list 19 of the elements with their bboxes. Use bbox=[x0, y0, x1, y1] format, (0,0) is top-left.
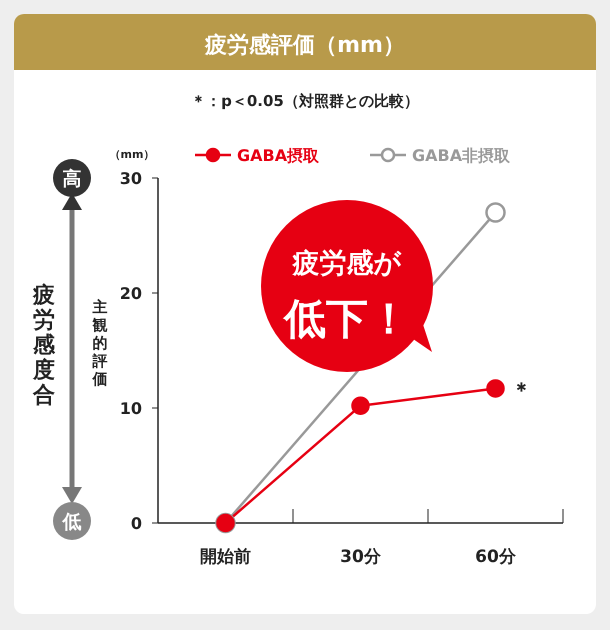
y-axis-title: （mm） bbox=[110, 148, 154, 161]
text: 主観的評価 bbox=[92, 298, 108, 388]
chart-title: 疲労感評価（mm） bbox=[204, 33, 405, 58]
y-tick-label: 10 bbox=[120, 399, 142, 418]
x-tick-label: 30分 bbox=[340, 547, 382, 567]
chart-subtitle: ＊：p＜0.05（対照群との比較） bbox=[191, 92, 419, 110]
annotation: ＊ bbox=[512, 377, 532, 402]
y-tick-label: 0 bbox=[130, 514, 142, 533]
legend-label: GABA摂取 bbox=[237, 146, 320, 165]
text: 疲労感度合 bbox=[32, 283, 56, 408]
y-tick-label: 30 bbox=[120, 169, 142, 188]
legend-label: GABA非摂取 bbox=[412, 146, 512, 165]
y-tick-label: 20 bbox=[120, 284, 142, 303]
annotation: 低下！ bbox=[282, 294, 410, 343]
annotation: 疲労感が bbox=[292, 248, 402, 279]
text: 低 bbox=[62, 511, 82, 533]
text: 高 bbox=[62, 168, 82, 190]
x-tick-label: 60分 bbox=[475, 547, 517, 567]
x-tick-label: 開始前 bbox=[200, 547, 251, 567]
